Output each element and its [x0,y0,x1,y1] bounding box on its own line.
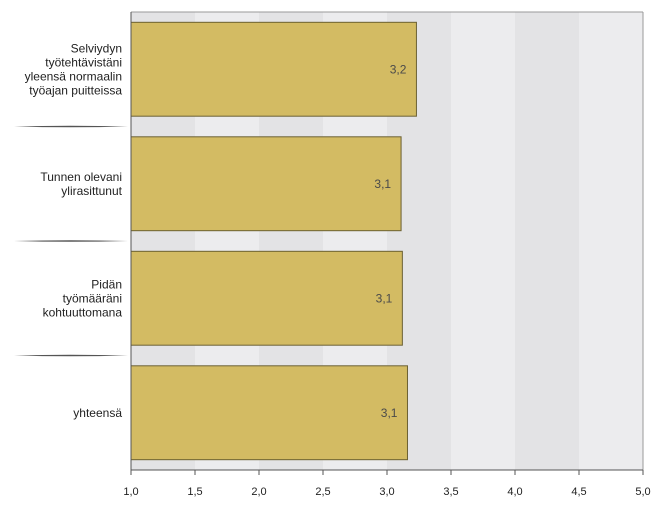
data-label-0: 3,2 [390,62,407,76]
category-separator-0 [14,125,128,128]
x-tick-label-6: 4,0 [507,486,522,498]
category-label-2-1: työmääräni [63,291,122,305]
bar-1 [130,136,402,232]
bar-0 [130,21,417,117]
category-label-0-2: yleensä normaalin [25,69,122,83]
x-tick-label-5: 3,5 [443,486,458,498]
x-tick-label-8: 5,0 [635,486,650,498]
grid-band-5 [451,12,515,470]
data-label-3: 3,1 [381,406,398,420]
data-label-2: 3,1 [376,291,393,305]
x-tick-label-0: 1,0 [123,486,138,498]
category-label-0-1: työtehtävistäni [45,55,122,69]
x-tick-label-3: 2,5 [315,486,330,498]
category-label-2-2: kohtuuttomana [43,305,123,319]
category-label-0-3: työajan puitteissa [29,83,122,97]
grid-band-6 [515,12,579,470]
x-tick-label-1: 1,5 [187,486,202,498]
category-label-1-1: ylirasittunut [61,184,122,198]
category-separator-2 [14,354,128,357]
data-label-1: 3,1 [374,177,391,191]
category-label-2-0: Pidän [91,277,122,291]
bar-3 [130,365,408,461]
grid-band-7 [579,12,643,470]
category-separator-1 [14,240,128,242]
category-label-0-0: Selviydyn [71,41,122,55]
bar-2 [130,250,403,346]
x-tick-label-2: 2,0 [251,486,266,498]
category-label-3-0: yhteensä [73,406,122,420]
x-tick-label-4: 3,0 [379,486,394,498]
category-label-1-0: Tunnen olevani [40,170,122,184]
x-tick-label-7: 4,5 [571,486,586,498]
